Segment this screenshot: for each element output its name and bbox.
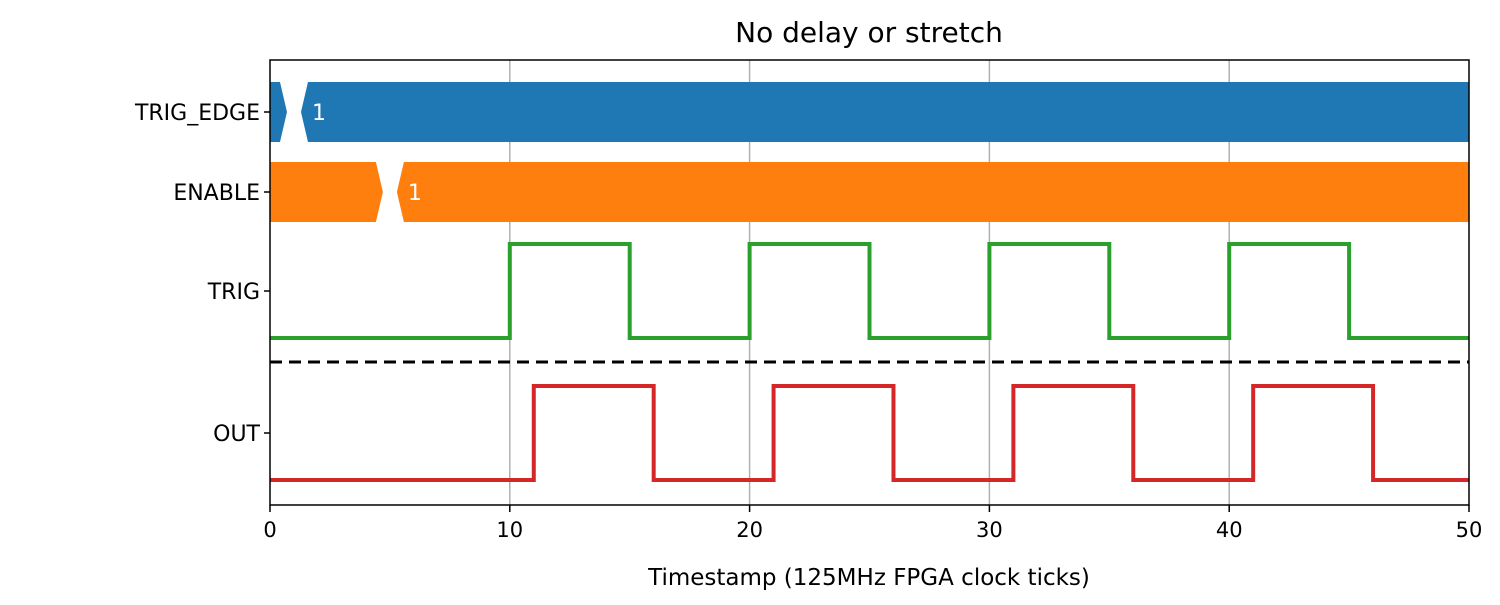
x-axis-label: Timestamp (125MHz FPGA clock ticks) — [647, 565, 1090, 591]
signal-label-trig_edge: TRIG_EDGE — [134, 101, 260, 126]
x-tick-label-2: 20 — [736, 518, 763, 542]
x-tick-label-4: 40 — [1216, 518, 1243, 542]
bus-signals: 11 — [270, 82, 1470, 222]
signal-label-enable: ENABLE — [173, 181, 260, 206]
waveform-out — [270, 384, 1469, 482]
bus-segment-enable-1 — [396, 162, 1469, 222]
bus-segment-trig_edge-1 — [300, 82, 1470, 142]
waveform-trig — [270, 242, 1469, 340]
plot-frame — [269, 59, 1470, 506]
signal-label-trig: TRIG — [207, 280, 260, 305]
x-tick-label-3: 30 — [976, 518, 1003, 542]
chart-title: No delay or stretch — [735, 16, 1003, 49]
x-tick-label-1: 10 — [496, 518, 523, 542]
signal-label-out: OUT — [213, 422, 260, 447]
bus-segment-enable-0 — [270, 162, 383, 222]
bus-value-trig_edge-1: 1 — [312, 101, 326, 126]
digital-waveforms — [270, 242, 1469, 482]
x-tick-label-0: 0 — [263, 518, 276, 542]
bus-value-enable-1: 1 — [408, 181, 422, 206]
bus-segment-trig_edge-0 — [270, 82, 287, 142]
signal-labels: TRIG_EDGE ENABLE TRIG OUT — [134, 101, 270, 447]
x-tick-label-5: 50 — [1456, 518, 1483, 542]
x-axis: 0 10 20 30 40 50 — [263, 505, 1482, 542]
